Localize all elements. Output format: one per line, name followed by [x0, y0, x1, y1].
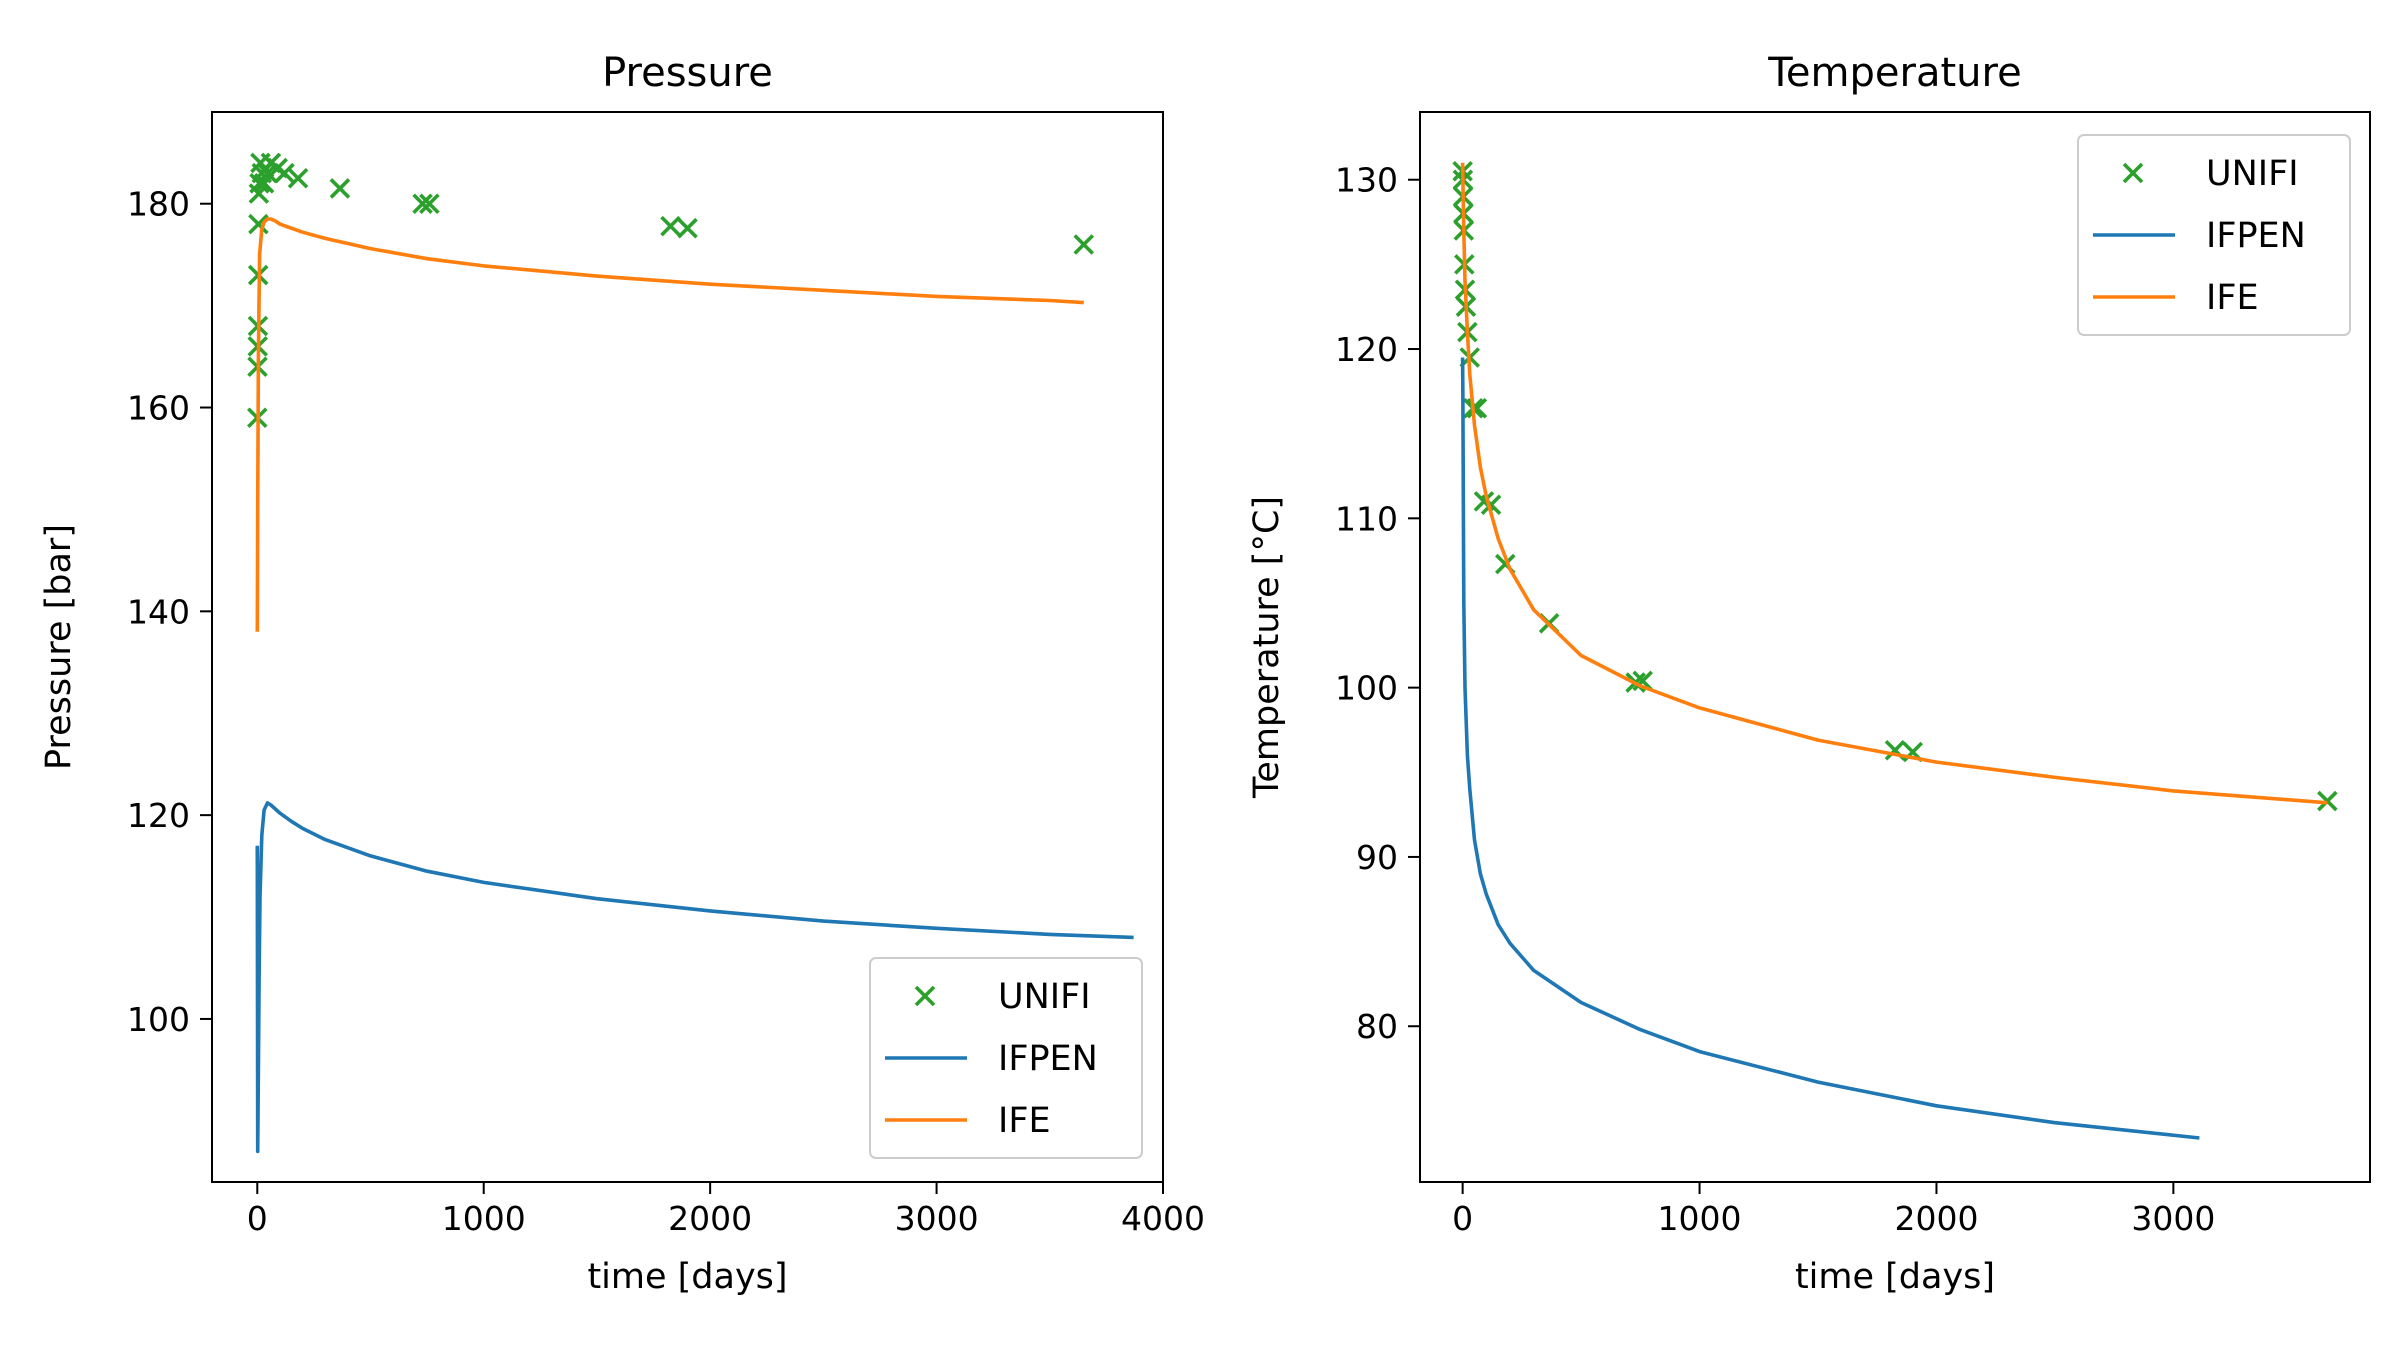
legend-box [2077, 134, 2351, 336]
legend-label-ifpen: IFPEN [998, 1039, 1098, 1079]
series-line-ife [1460, 162, 2328, 805]
series-markers-unifi [247, 152, 1095, 428]
data-point-unifi [1073, 234, 1095, 255]
data-point-unifi [677, 217, 698, 239]
legend: UNIFI IFPEN IFE [869, 957, 1143, 1159]
x-tick-label: 1000 [1658, 1199, 1742, 1238]
data-point-unifi [248, 213, 269, 235]
y-tick-label: 180 [127, 185, 190, 224]
data-point-unifi [1632, 670, 1653, 692]
legend-label-ifpen: IFPEN [2206, 216, 2306, 256]
x-tick-label: 1000 [442, 1199, 526, 1238]
plot-frame [211, 111, 1164, 1183]
data-point-unifi [412, 193, 433, 214]
plot-frame [1419, 111, 2371, 1183]
legend-box [869, 957, 1143, 1159]
x-tick-label: 2000 [668, 1199, 752, 1238]
y-tick-label: 100 [1335, 669, 1398, 708]
legend-label-ife: IFE [2206, 278, 2259, 318]
data-point-unifi [660, 215, 681, 237]
y-tick-label: 90 [1356, 838, 1398, 877]
x-tick-label: 3000 [2131, 1199, 2215, 1238]
y-tick-label: 80 [1356, 1007, 1398, 1046]
y-tick-label: 120 [127, 796, 190, 835]
series-line-ife [255, 217, 1084, 632]
y-axis-label: Pressure [bar] [39, 524, 79, 770]
pressure-chart: 0 1000 2000 3000 4000 100 120 140 160 180 Pressure… [39, 50, 1205, 1297]
x-axis-label: time [days] [587, 1257, 787, 1297]
x-tick-label: 4000 [1121, 1199, 1205, 1238]
chart-title: Temperature [1767, 50, 2021, 96]
y-tick-label: 160 [127, 389, 190, 428]
series-line-ifpen [255, 801, 1134, 1154]
legend-label-unifi: UNIFI [2206, 154, 2299, 194]
chart-title: Pressure [602, 50, 773, 96]
temperature-chart: 0 1000 2000 3000 80 90 100 110 120 130 Temperature… [1247, 50, 2371, 1297]
y-tick-label: 130 [1335, 161, 1398, 200]
legend-handle-unifi [914, 985, 936, 1007]
legend-label-ife: IFE [998, 1101, 1051, 1141]
data-point-unifi [329, 178, 351, 199]
x-tick-label: 0 [1452, 1199, 1473, 1238]
y-tick-label: 120 [1335, 330, 1398, 369]
x-tick-label: 3000 [895, 1199, 979, 1238]
series-line-ifpen [1460, 357, 2200, 1140]
y-tick-label: 100 [127, 1000, 190, 1039]
data-point-unifi [274, 162, 295, 184]
y-axis-label: Temperature [°C] [1247, 496, 1287, 799]
data-point-unifi [419, 193, 440, 214]
y-tick-label: 140 [127, 592, 190, 631]
legend-handle-unifi [2122, 162, 2144, 184]
data-point-unifi [1480, 494, 1502, 516]
x-axis-label: time [days] [1795, 1257, 1995, 1297]
data-point-unifi [287, 167, 309, 189]
x-tick-label: 0 [247, 1199, 268, 1238]
y-tick-label: 110 [1335, 499, 1398, 538]
legend: UNIFI IFPEN IFE [2077, 134, 2351, 336]
x-tick-label: 2000 [1894, 1199, 1978, 1238]
legend-label-unifi: UNIFI [998, 977, 1091, 1017]
